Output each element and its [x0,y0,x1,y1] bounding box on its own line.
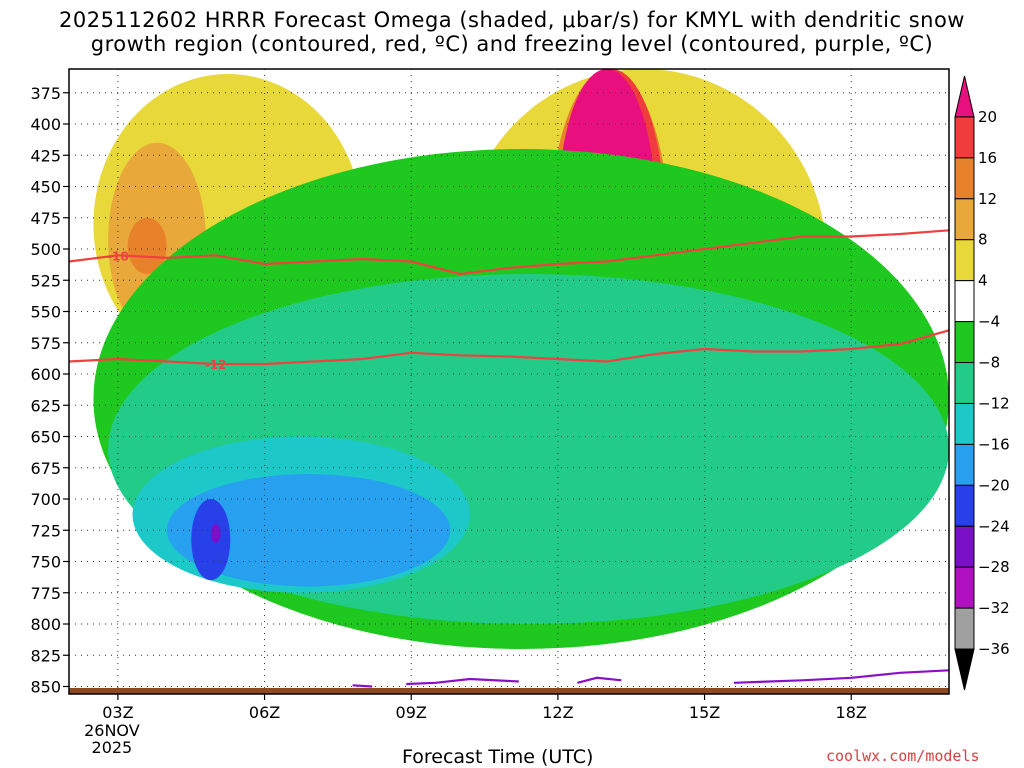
colorbar-label--20: −20 [978,476,1010,494]
freezing-level-segment-0 [352,684,373,688]
y-tick-label-725: 725 [30,521,61,540]
ground-surface [69,688,949,694]
colorbar-bin-3 [954,198,975,241]
colorbar-cap-top [954,75,975,118]
colorbar-label--32: −32 [978,599,1010,617]
omega-region-12 [210,524,221,543]
dgz-contour-label--12: -12 [205,358,227,372]
colorbar-bin-11 [954,525,975,568]
colorbar-label--8: −8 [978,354,1000,372]
colorbar-label-12: 12 [978,190,997,208]
y-tick-label-500: 500 [30,240,61,259]
colorbar-bin-6 [954,321,975,364]
y-tick-label-400: 400 [30,115,61,134]
colorbar-label-8: 8 [978,231,988,249]
y-tick-label-625: 625 [30,396,61,415]
y-tick-label-850: 850 [30,678,61,697]
freezing-level-segment-3 [733,669,949,684]
y-tick-label-775: 775 [30,584,61,603]
x-tick-label-15Z: 15Z [689,703,720,722]
y-tick-label-800: 800 [30,615,61,634]
x-tick-label-09Z: 09Z [396,703,427,722]
colorbar-bin-13 [954,607,975,650]
colorbar-label-4: 4 [978,272,988,290]
colorbar-label--24: −24 [978,517,1010,535]
x-tick-label-12Z: 12Z [542,703,573,722]
freezing-level-segment-1 [406,677,519,686]
y-tick-label-475: 475 [30,209,61,228]
dgz-contour--12 [69,329,949,366]
contour-layer: -18 -12 [69,229,949,688]
colorbar-bin-2 [954,157,975,200]
y-tick-label-600: 600 [30,365,61,384]
chart-title-line-2: growth region (contoured, red, ºC) and f… [90,32,934,56]
credit-text: coolwx.com/models [826,747,980,765]
y-tick-label-450: 450 [30,178,61,197]
x-date-label-0: 26NOV [84,721,140,740]
colorbar: 20 16 12 8 4 −4 −8 −12 −16 −20 −24 −28 −32 −36 [954,75,1010,691]
y-tick-label-650: 650 [30,428,61,447]
colorbar-bin-7 [954,362,975,404]
colorbar-label--28: −28 [978,558,1010,576]
y-tick-label-375: 375 [30,84,61,103]
y-tick-label-825: 825 [30,646,61,665]
y-tick-label-575: 575 [30,334,61,353]
x-tick-label-03Z: 03Z [102,703,133,722]
axes-layer: 375 400 425 450 475 500 525 550 575 600 625 650 675 7… [30,84,866,757]
y-tick-label-675: 675 [30,459,61,478]
plot-frame [68,68,950,695]
colorbar-bin-12 [954,566,975,609]
omega-region-2 [127,217,167,274]
dgz-contour-label--18: -18 [107,249,129,263]
grid-layer [69,69,949,694]
colorbar-bin-5 [954,280,975,323]
colorbar-cap-bottom [954,648,975,691]
colorbar-bin-10 [954,484,975,527]
colorbar-label--36: −36 [978,640,1010,658]
freezing-level-segment-2 [577,676,622,684]
x-tick-label-06Z: 06Z [249,703,280,722]
colorbar-bin-9 [954,443,975,486]
y-tick-label-550: 550 [30,303,61,322]
y-tick-label-425: 425 [30,146,61,165]
colorbar-label--16: −16 [978,435,1010,453]
omega-region-11 [191,499,231,581]
colorbar-bin-4 [954,239,975,282]
y-tick-label-700: 700 [30,490,61,509]
colorbar-label-16: 16 [978,149,997,167]
dgz-contour--18 [69,229,949,276]
x-date-label-1: 2025 [92,738,133,757]
colorbar-label-20: 20 [978,108,997,126]
omega-region-10 [166,474,451,587]
colorbar-label--4: −4 [978,313,1000,331]
colorbar-bin-8 [954,402,975,445]
y-tick-label-750: 750 [30,553,61,572]
chart-title-line-1: 2025112602 HRRR Forecast Omega (shaded, … [59,8,965,32]
x-tick-label-18Z: 18Z [836,703,867,722]
colorbar-label--12: −12 [978,394,1010,412]
colorbar-bin-1 [954,116,975,159]
x-axis-label: Forecast Time (UTC) [402,746,594,768]
y-tick-label-525: 525 [30,271,61,290]
